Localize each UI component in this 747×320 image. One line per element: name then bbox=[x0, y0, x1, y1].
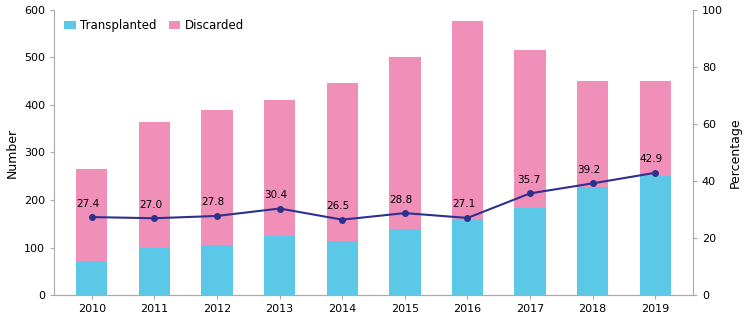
Text: 27.1: 27.1 bbox=[452, 199, 475, 209]
Bar bbox=[264, 236, 295, 295]
Bar bbox=[452, 219, 483, 295]
Bar bbox=[139, 248, 170, 295]
Text: 26.5: 26.5 bbox=[326, 201, 350, 211]
Text: 27.4: 27.4 bbox=[76, 198, 99, 209]
Text: 30.4: 30.4 bbox=[264, 190, 287, 200]
Text: 28.8: 28.8 bbox=[389, 195, 412, 204]
Bar bbox=[389, 57, 421, 229]
Bar bbox=[139, 122, 170, 248]
Text: 35.7: 35.7 bbox=[518, 175, 541, 185]
Bar bbox=[326, 84, 358, 241]
Bar bbox=[76, 169, 108, 260]
Bar bbox=[515, 208, 546, 295]
Bar bbox=[639, 176, 671, 295]
Text: 39.2: 39.2 bbox=[577, 165, 601, 175]
Bar bbox=[264, 100, 295, 236]
Text: 27.8: 27.8 bbox=[202, 197, 225, 207]
Bar bbox=[389, 229, 421, 295]
Bar bbox=[515, 50, 546, 208]
Bar bbox=[577, 187, 608, 295]
Legend: Transplanted, Discarded: Transplanted, Discarded bbox=[61, 15, 248, 36]
Bar bbox=[577, 81, 608, 187]
Bar bbox=[639, 81, 671, 176]
Bar bbox=[202, 110, 233, 245]
Text: 27.0: 27.0 bbox=[139, 200, 162, 210]
Y-axis label: Number: Number bbox=[5, 127, 19, 178]
Bar bbox=[452, 21, 483, 219]
Bar bbox=[326, 241, 358, 295]
Y-axis label: Percentage: Percentage bbox=[728, 117, 742, 188]
Bar bbox=[76, 260, 108, 295]
Bar bbox=[202, 245, 233, 295]
Text: 42.9: 42.9 bbox=[639, 154, 663, 164]
